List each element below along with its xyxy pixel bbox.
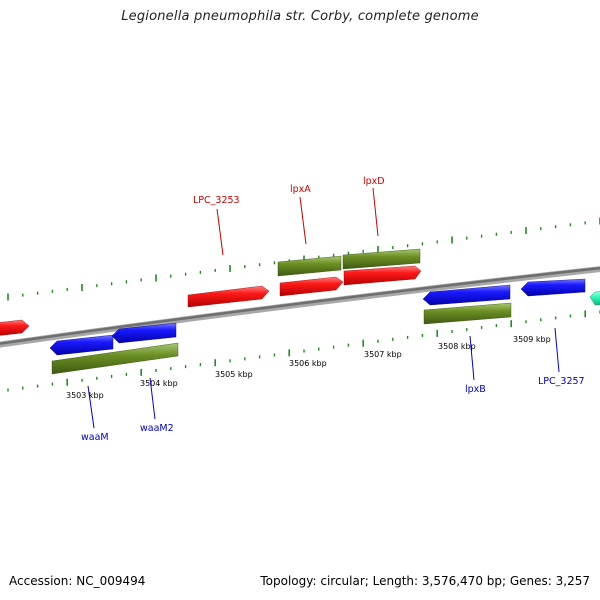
gene-feature [423, 302, 512, 325]
forward-cds-feature [343, 265, 422, 286]
forward-cds-feature [0, 319, 30, 336]
scale-label: 3505 kbp [215, 370, 253, 379]
lower-tick-ring [7, 310, 600, 392]
forward-cds-feature [187, 285, 270, 308]
forward-cds-feature [279, 276, 344, 297]
other-feature-track [589, 291, 600, 306]
reverse-cds-feature [422, 284, 511, 306]
reverse-cds-feature [520, 278, 586, 297]
reverse-cds-feature [49, 334, 114, 356]
upper-gene-track [277, 248, 421, 277]
lower-gene-track [51, 302, 512, 375]
scale-label: 3506 kbp [289, 359, 327, 368]
backbone [0, 266, 600, 348]
scale-label: 3509 kbp [513, 335, 551, 344]
gene-label-lpxa: lpxA [290, 184, 311, 195]
reverse-cds-track [49, 278, 586, 356]
scale-label: 3507 kbp [364, 350, 402, 359]
gene-label-lpc-3253: LPC_3253 [193, 195, 240, 206]
gene-feature [51, 342, 179, 375]
accession-text: Accession: NC_009494 [9, 574, 146, 588]
label-leader-lines [87, 187, 560, 429]
scale-label: 3508 kbp [438, 342, 476, 351]
gene-feature [342, 248, 421, 270]
gene-label-lpxb: lpxB [465, 384, 486, 395]
figure-title: Legionella pneumophila str. Corby, compl… [121, 9, 479, 24]
gene-label-lpxd: lpxD [363, 176, 385, 187]
gene-labels: LPC_3253 lpxA lpxD waaM waaM2 lpxB LPC_3… [81, 176, 585, 443]
scale-labels: 3503 kbp 3504 kbp 3505 kbp 3506 kbp 3507… [66, 335, 551, 400]
gene-label-waam: waaM [81, 432, 109, 443]
forward-cds-track [0, 265, 422, 336]
scale-label: 3503 kbp [66, 391, 104, 400]
scale-label: 3504 kbp [140, 379, 178, 388]
genome-summary-text: Topology: circular; Length: 3,576,470 bp… [260, 574, 590, 588]
gene-label-waam2: waaM2 [140, 423, 174, 434]
gene-label-lpc-3257: LPC_3257 [538, 376, 585, 387]
reverse-cds-feature [111, 322, 177, 344]
gene-feature [277, 255, 342, 277]
misc-feature [589, 291, 600, 306]
